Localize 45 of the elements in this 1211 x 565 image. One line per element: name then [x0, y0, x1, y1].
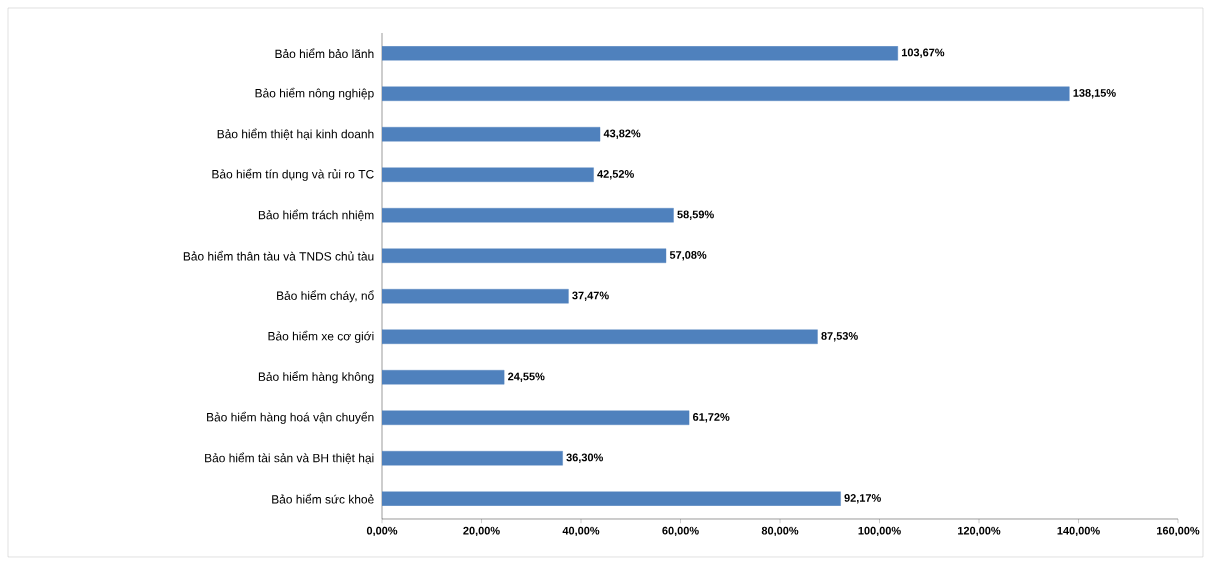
bar	[382, 86, 1070, 101]
y-tick-label: Bảo hiểm tài sản và BH thiệt hại	[205, 452, 374, 464]
data-label: 87,53%	[821, 332, 858, 342]
y-tick-label: Bảo hiểm cháy, nổ	[277, 290, 374, 303]
data-label: 103,67%	[901, 48, 945, 58]
y-tick-label: Bảo hiểm nông nghiệp	[255, 87, 374, 100]
y-tick-label: Bảo hiểm hàng hoá vận chuyển	[207, 411, 374, 424]
data-label: 138,15%	[1073, 89, 1116, 99]
x-tick-label: 60,00%	[662, 526, 699, 537]
y-tick-label: Bảo hiểm xe cơ giới	[268, 330, 374, 343]
bar	[382, 451, 563, 466]
bar	[382, 248, 667, 263]
data-label: 57,08%	[669, 251, 707, 261]
x-tick-label: 140,00%	[1057, 526, 1100, 537]
bar	[382, 410, 690, 425]
x-tick-label: 100,00%	[858, 526, 901, 537]
y-tick-label: Bảo hiểm thân tàu và TNDS chủ tàu	[183, 250, 374, 261]
bar	[382, 329, 818, 344]
bar	[382, 370, 505, 385]
data-label: 61,72%	[692, 413, 730, 423]
data-label: 92,17%	[844, 494, 881, 504]
y-tick-label: Bảo hiểm tín dụng và rủi ro TC	[212, 168, 374, 181]
y-tick-label: Bảo hiểm hàng không	[258, 371, 374, 384]
x-tick-label: 20,00%	[463, 526, 500, 537]
y-tick-label: Bảo hiểm thiệt hại kinh doanh	[217, 128, 374, 140]
data-label: 58,59%	[677, 210, 714, 220]
data-label: 37,47%	[572, 291, 609, 301]
bar	[382, 127, 601, 142]
bar	[382, 46, 898, 61]
bar	[382, 491, 841, 506]
x-tick-label: 160,00%	[1157, 526, 1200, 537]
y-tick-label: Bảo hiểm sức khoẻ	[272, 493, 374, 504]
data-label: 43,82%	[603, 129, 641, 139]
bar	[382, 167, 594, 182]
x-tick-label: 40,00%	[562, 526, 600, 537]
bar	[382, 208, 674, 223]
data-label: 36,30%	[566, 453, 603, 463]
x-tick-label: 120,00%	[958, 526, 1001, 537]
y-tick-label: Bảo hiểm trách nhiệm	[258, 209, 374, 221]
x-tick-label: 0,00%	[366, 526, 398, 537]
data-label: 42,52%	[597, 170, 634, 180]
data-label: 24,55%	[508, 372, 545, 382]
bar	[382, 289, 569, 304]
y-tick-label: Bảo hiểm bảo lãnh	[275, 48, 374, 59]
x-tick-label: 80,00%	[761, 526, 799, 537]
